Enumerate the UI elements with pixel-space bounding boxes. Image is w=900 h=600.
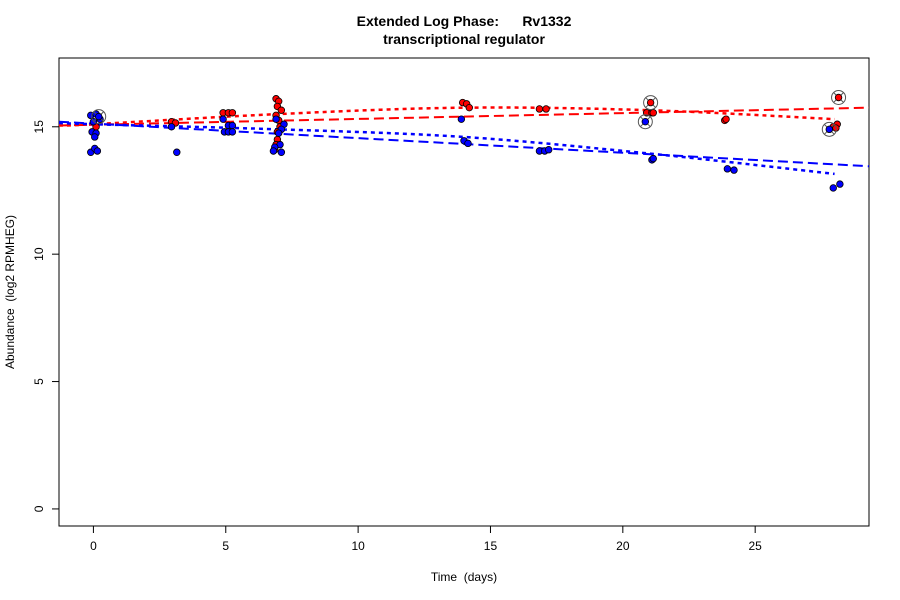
- data-point: [649, 109, 657, 117]
- data-point: [95, 112, 103, 121]
- data-point: [722, 115, 730, 123]
- data-point: [646, 98, 655, 107]
- highlight-ring: [91, 109, 107, 125]
- x-tick-label: 25: [748, 539, 762, 553]
- x-tick-label: 5: [222, 539, 229, 553]
- data-point: [542, 105, 550, 113]
- data-point: [269, 147, 278, 155]
- y-tick-label: 0: [32, 505, 46, 512]
- data-point: [464, 139, 472, 148]
- data-point: [457, 115, 466, 123]
- x-tick-label: 0: [90, 539, 97, 553]
- data-point: [277, 148, 286, 156]
- chart-subtitle: transcriptional regulator: [383, 31, 545, 47]
- quadratic-fit-curve: [58, 121, 835, 176]
- data-point: [173, 148, 181, 156]
- data-point: [93, 147, 102, 155]
- highlight-ring: [637, 114, 653, 130]
- chart-title: Extended Log Phase: Rv1332: [357, 13, 572, 29]
- data-point: [277, 106, 286, 114]
- data-point: [91, 133, 99, 141]
- data-point: [272, 115, 280, 123]
- data-point: [649, 154, 657, 163]
- data-point: [219, 115, 227, 123]
- data-point: [825, 125, 833, 134]
- data-point: [723, 165, 732, 173]
- y-tick-label: 10: [32, 247, 46, 261]
- data-point: [275, 129, 283, 137]
- data-point: [545, 146, 553, 154]
- y-tick-label: 15: [32, 120, 46, 134]
- data-point: [465, 103, 473, 112]
- quadratic-fit-curve: [58, 106, 835, 127]
- highlight-ring: [643, 95, 659, 111]
- data-point: [228, 109, 237, 117]
- data-point: [535, 105, 544, 113]
- data-point: [730, 166, 738, 174]
- data-point: [228, 128, 237, 136]
- data-point: [834, 93, 843, 102]
- x-axis-label: Time (days): [431, 570, 497, 584]
- data-point: [836, 180, 844, 188]
- x-tick-label: 10: [351, 539, 365, 553]
- x-tick-label: 15: [484, 539, 498, 553]
- data-point: [228, 121, 237, 130]
- data-point: [167, 123, 176, 131]
- y-axis-label: Abundance (log2 RPMHEG): [3, 215, 17, 369]
- data-point: [829, 184, 837, 192]
- y-tick-label: 5: [32, 378, 46, 385]
- highlight-ring: [821, 121, 837, 137]
- x-tick-label: 20: [616, 539, 630, 553]
- data-point: [641, 117, 650, 126]
- highlight-ring: [831, 89, 847, 105]
